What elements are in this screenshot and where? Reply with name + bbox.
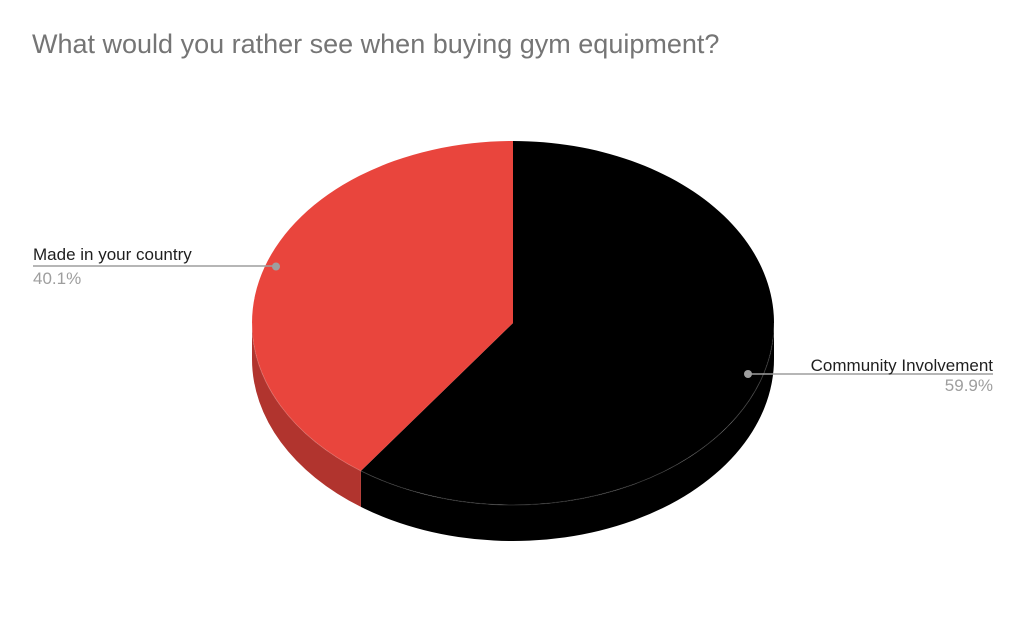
pie-rim-edge-0 bbox=[360, 322, 775, 506]
chart-title: What would you rather see when buying gy… bbox=[32, 29, 720, 59]
pie-slice-1[interactable] bbox=[252, 141, 513, 471]
pie-rim-highlight bbox=[251, 322, 775, 506]
slice-label-percent-community-involvement: 59.9% bbox=[944, 376, 993, 395]
pie-slice-side-1 bbox=[252, 323, 361, 507]
slice-label-name-community-involvement: Community Involvement bbox=[810, 356, 993, 375]
pie-slice-0[interactable] bbox=[360, 141, 775, 506]
pie-top-slices bbox=[252, 141, 775, 506]
slice-label-name-made-in-your-country: Made in your country bbox=[33, 245, 192, 264]
pie-side-walls bbox=[252, 323, 774, 541]
label-connectors bbox=[33, 262, 993, 378]
pie-rim-edge-1 bbox=[251, 322, 362, 472]
leader-dot-right bbox=[744, 370, 752, 378]
slice-label-percent-made-in-your-country: 40.1% bbox=[33, 269, 82, 288]
pie-slice-side-0 bbox=[360, 323, 774, 541]
leader-dot-left bbox=[272, 262, 280, 271]
